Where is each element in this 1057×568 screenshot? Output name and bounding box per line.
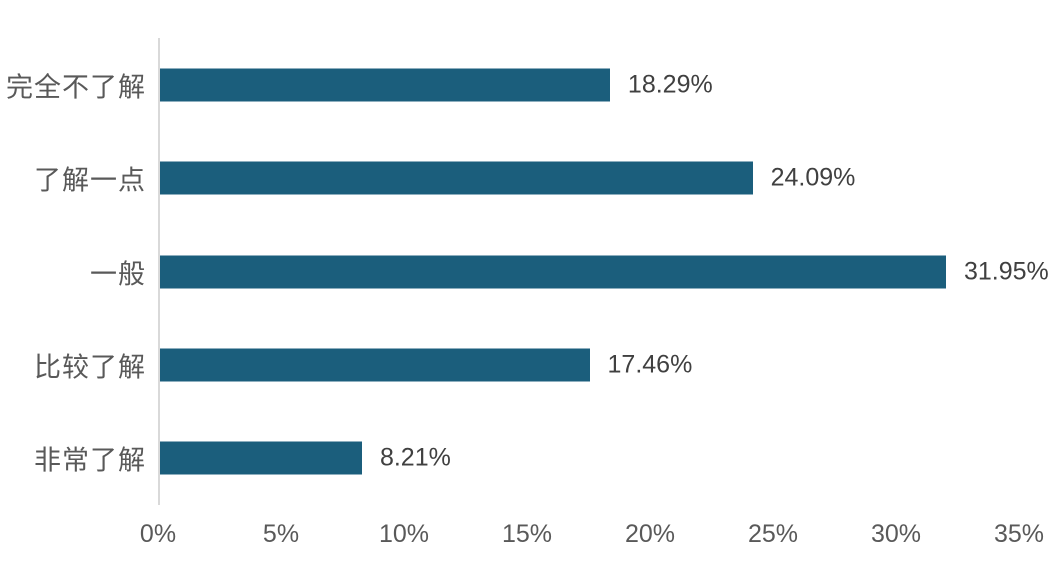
data-label: 18.29% bbox=[627, 70, 713, 99]
x-tick-label: 30% bbox=[870, 520, 922, 548]
data-label: 24.09% bbox=[770, 163, 856, 192]
category-label: 比较了解 bbox=[34, 352, 146, 383]
bar-1 bbox=[160, 161, 753, 195]
bar-4 bbox=[160, 441, 362, 475]
x-tick-label: 0% bbox=[139, 520, 177, 548]
x-tick-label: 15% bbox=[501, 520, 553, 548]
bar-3 bbox=[160, 348, 590, 382]
data-label: 8.21% bbox=[379, 443, 451, 472]
data-label: 31.95% bbox=[963, 257, 1049, 285]
x-tick-label: 25% bbox=[747, 520, 799, 548]
category-label: 完全不了解 bbox=[6, 72, 146, 103]
bar-0 bbox=[160, 68, 610, 102]
bar-2 bbox=[160, 255, 946, 288]
data-label: 17.46% bbox=[607, 350, 693, 379]
x-tick-label: 10% bbox=[378, 520, 430, 548]
category-label: 了解一点 bbox=[34, 165, 146, 196]
category-label: 非常了解 bbox=[34, 445, 146, 476]
x-tick-label: 5% bbox=[262, 520, 300, 548]
x-tick-label: 35% bbox=[993, 520, 1045, 548]
y-axis-line bbox=[158, 38, 160, 505]
category-label: 一般 bbox=[90, 259, 146, 289]
x-tick-label: 20% bbox=[624, 520, 676, 548]
